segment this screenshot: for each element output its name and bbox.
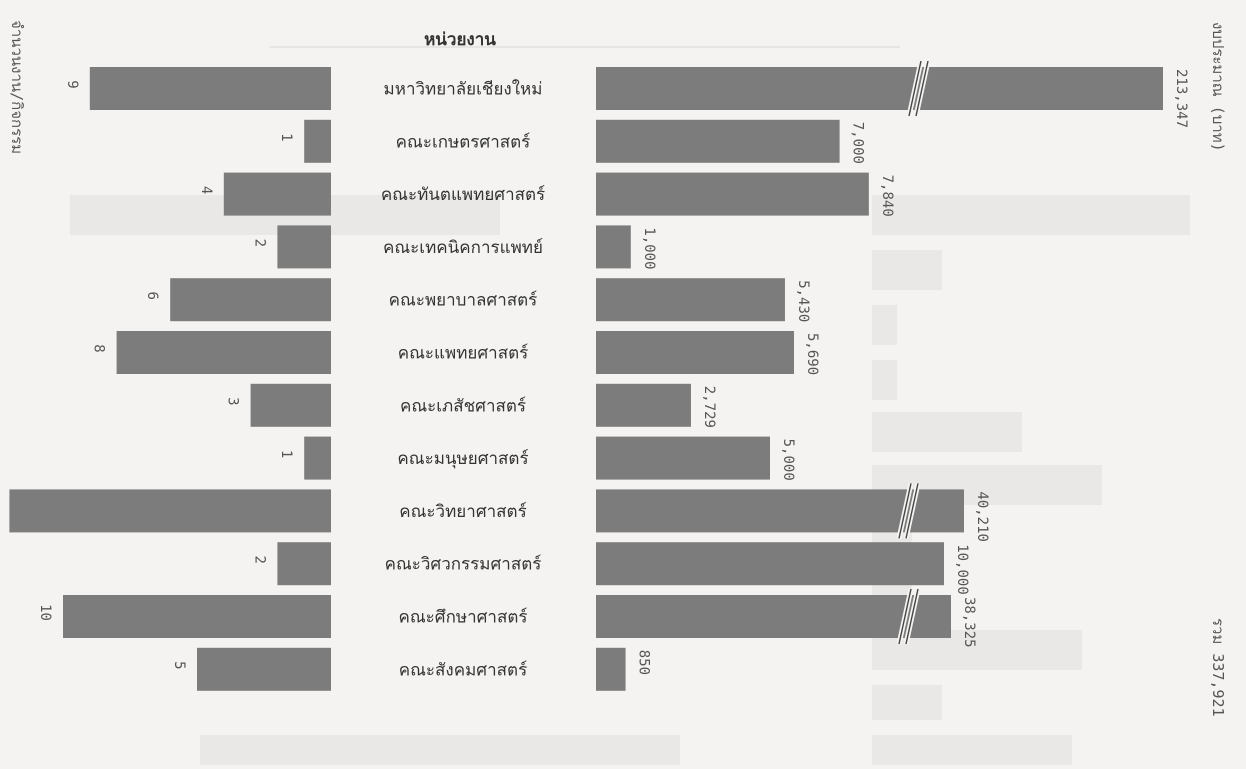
budget-bar [596, 383, 691, 427]
axis-break-mark [915, 60, 929, 117]
budget-bar [596, 436, 770, 480]
budget-label: 1,000 [641, 227, 657, 269]
budget-bar [596, 331, 795, 374]
count-bar [170, 278, 331, 322]
right-axis-label: งบประมาณ (บาท) [1209, 22, 1227, 152]
count-bar [223, 172, 331, 216]
category-label: คณะแพทยศาสตร์ [398, 344, 529, 364]
budget-bar [596, 225, 631, 269]
budget-label: 5,000 [780, 439, 796, 481]
category-label: คณะทันตแพทยศาสตร์ [381, 185, 545, 205]
budget-label: 2,729 [701, 386, 717, 428]
budget-label: 850 [636, 650, 652, 675]
budget-label: 5,430 [795, 280, 811, 322]
count-label: 3 [225, 397, 241, 405]
count-bar [89, 67, 331, 110]
count-bar [9, 489, 332, 533]
count-bar [197, 647, 331, 691]
count-label: 4 [198, 186, 214, 194]
budget-label: 213,347 [1173, 69, 1189, 128]
count-bar [63, 595, 331, 638]
left-axis-label: จำนวนงาน/กิจกรรม [8, 20, 26, 154]
chart-rows: 9 มหาวิทยาลัยเชียงใหม่ 213,347 1 คณะเกษตรศาส… [9, 60, 1189, 691]
category-label: คณะศึกษาศาสตร์ [399, 608, 528, 628]
axis-break-mark [898, 588, 912, 645]
category-label: คณะพยาบาลศาสตร์ [389, 291, 538, 311]
count-label: 1 [278, 133, 294, 141]
budget-bar [596, 278, 785, 322]
budget-bar [596, 172, 869, 216]
category-label: มหาวิทยาลัยเชียงใหม่ [384, 79, 543, 100]
axis-break-mark [908, 60, 922, 117]
count-bar [116, 331, 331, 374]
budget-bar [596, 647, 626, 691]
count-bar [277, 542, 331, 586]
axis-break-mark [905, 483, 919, 539]
budget-label: 5,690 [804, 333, 820, 375]
category-label: คณะเภสัชศาสตร์ [400, 396, 526, 416]
axis-break-mark [898, 483, 912, 539]
category-label: คณะสังคมศาสตร์ [399, 660, 527, 680]
count-label: 2 [251, 555, 267, 563]
budget-label: 10,000 [954, 544, 970, 595]
category-header: หน่วยงาน [424, 30, 496, 50]
count-bar [304, 119, 331, 163]
count-label: 6 [144, 291, 160, 299]
count-label: 9 [64, 80, 80, 88]
budget-bar [596, 67, 1163, 110]
category-label: คณะเกษตรศาสตร์ [396, 132, 531, 152]
budget-label: 7,000 [850, 122, 866, 164]
count-bar [277, 225, 331, 269]
budget-bar [596, 542, 944, 586]
count-label: 8 [91, 344, 107, 352]
axis-break-mark [905, 588, 919, 645]
budget-bar [596, 595, 951, 638]
total-label: รวม 337,921 [1209, 618, 1227, 717]
budget-bar [596, 119, 840, 163]
budget-label: 7,840 [879, 175, 895, 217]
count-bar [250, 383, 331, 427]
category-label: คณะวิทยาศาสตร์ [399, 502, 526, 522]
count-label: 5 [171, 661, 187, 669]
category-label: คณะวิศวกรรมศาสตร์ [385, 555, 542, 575]
category-label: คณะเทคนิคการแพทย์ [383, 238, 543, 258]
budget-label: 40,210 [974, 491, 990, 542]
count-label: 1 [278, 450, 294, 458]
category-label: คณะมนุษยศาสตร์ [397, 449, 528, 469]
budget-label: 38,325 [961, 597, 977, 648]
count-label: 2 [251, 239, 267, 247]
count-bar [304, 436, 331, 480]
count-label: 10 [37, 604, 53, 621]
